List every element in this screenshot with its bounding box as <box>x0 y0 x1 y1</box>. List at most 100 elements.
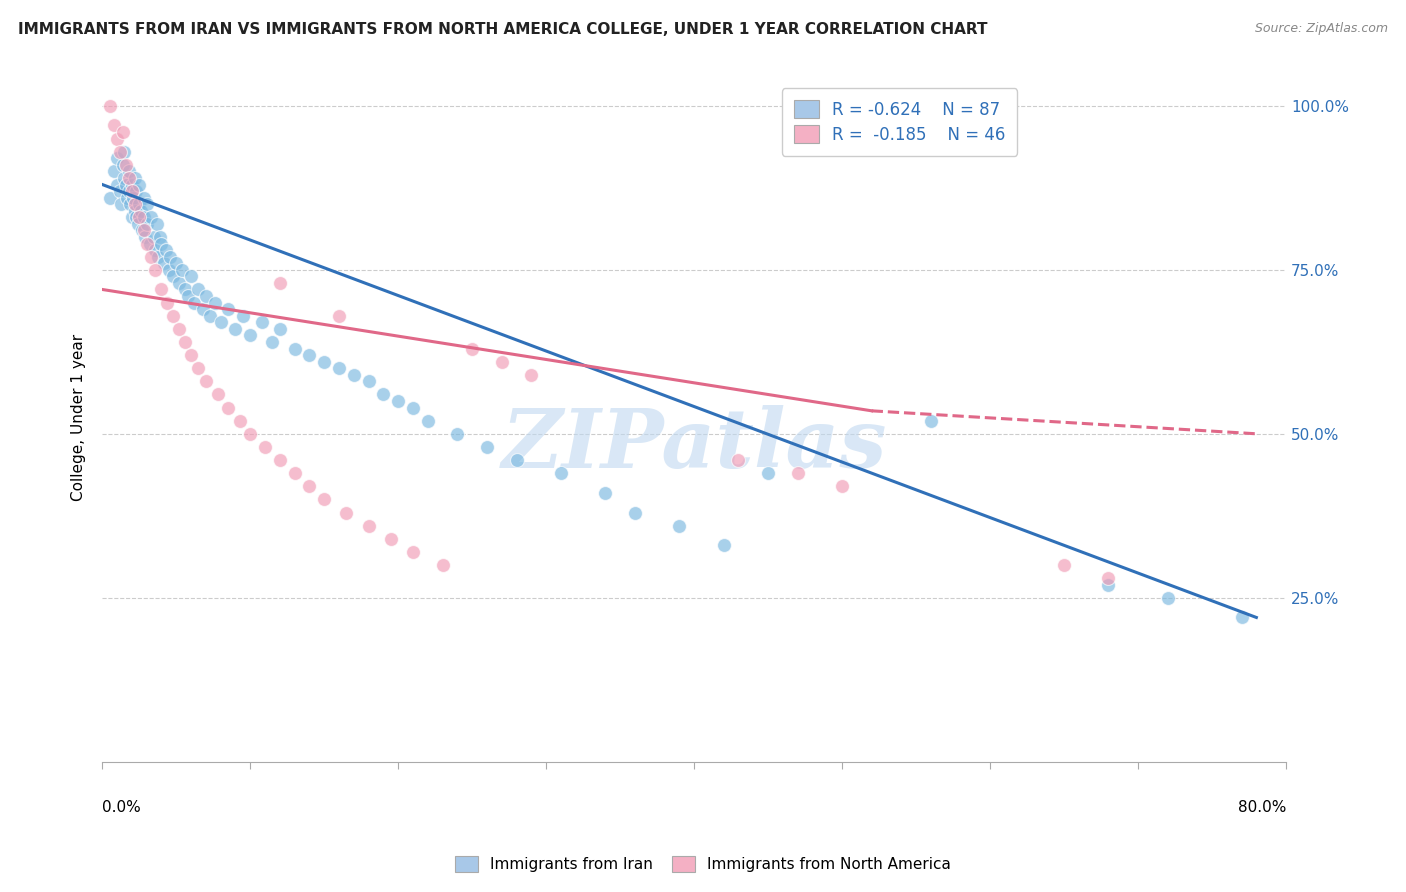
Point <box>1097 577 1119 591</box>
Point <box>128 211 150 225</box>
Point <box>432 558 454 572</box>
Point <box>183 295 205 310</box>
Point <box>138 236 160 251</box>
Point <box>1097 571 1119 585</box>
Point <box>98 99 121 113</box>
Point <box>191 302 214 317</box>
Point <box>121 178 143 192</box>
Point <box>132 223 155 237</box>
Point <box>180 269 202 284</box>
Point <box>343 368 366 382</box>
Point <box>595 485 617 500</box>
Point <box>756 466 779 480</box>
Point <box>357 374 380 388</box>
Point <box>120 197 142 211</box>
Point <box>124 197 146 211</box>
Point <box>269 276 291 290</box>
Point <box>520 368 543 382</box>
Point <box>118 164 141 178</box>
Point <box>150 283 173 297</box>
Point <box>727 453 749 467</box>
Point <box>387 394 409 409</box>
Point <box>125 211 148 225</box>
Point <box>108 184 131 198</box>
Point <box>129 203 152 218</box>
Point <box>124 203 146 218</box>
Point <box>314 492 336 507</box>
Point <box>150 236 173 251</box>
Point <box>217 302 239 317</box>
Point <box>135 217 157 231</box>
Point <box>155 243 177 257</box>
Point <box>713 538 735 552</box>
Point <box>1053 558 1076 572</box>
Point <box>314 354 336 368</box>
Point <box>132 211 155 225</box>
Point <box>402 401 425 415</box>
Point <box>475 440 498 454</box>
Point <box>105 178 128 192</box>
Point <box>187 361 209 376</box>
Point <box>204 295 226 310</box>
Point <box>162 309 184 323</box>
Point <box>103 164 125 178</box>
Point <box>145 262 167 277</box>
Point <box>269 322 291 336</box>
Point <box>118 184 141 198</box>
Point <box>284 342 307 356</box>
Point <box>253 440 276 454</box>
Point <box>624 506 647 520</box>
Point <box>128 197 150 211</box>
Point <box>505 453 527 467</box>
Point <box>373 387 395 401</box>
Point <box>159 250 181 264</box>
Point <box>105 151 128 165</box>
Point <box>232 309 254 323</box>
Point <box>145 243 167 257</box>
Point <box>135 236 157 251</box>
Point <box>831 479 853 493</box>
Text: 80.0%: 80.0% <box>1237 799 1286 814</box>
Point <box>167 276 190 290</box>
Point <box>194 374 217 388</box>
Y-axis label: College, Under 1 year: College, Under 1 year <box>72 334 86 501</box>
Point <box>143 230 166 244</box>
Point <box>148 250 170 264</box>
Legend: Immigrants from Iran, Immigrants from North America: Immigrants from Iran, Immigrants from No… <box>447 848 959 880</box>
Point <box>157 262 180 277</box>
Point <box>156 295 179 310</box>
Point <box>668 518 690 533</box>
Point <box>174 334 197 349</box>
Point <box>380 532 402 546</box>
Point <box>146 217 169 231</box>
Point <box>174 283 197 297</box>
Point <box>217 401 239 415</box>
Text: IMMIGRANTS FROM IRAN VS IMMIGRANTS FROM NORTH AMERICA COLLEGE, UNDER 1 YEAR CORR: IMMIGRANTS FROM IRAN VS IMMIGRANTS FROM … <box>18 22 988 37</box>
Point <box>180 348 202 362</box>
Point <box>335 506 357 520</box>
Point <box>229 414 252 428</box>
Point <box>250 315 273 329</box>
Point <box>239 328 262 343</box>
Point <box>172 262 194 277</box>
Point <box>177 289 200 303</box>
Point <box>112 170 135 185</box>
Point <box>103 119 125 133</box>
Point <box>134 230 156 244</box>
Point <box>110 197 132 211</box>
Point <box>262 334 284 349</box>
Point <box>98 191 121 205</box>
Point <box>1156 591 1178 605</box>
Point <box>121 211 143 225</box>
Point <box>284 466 307 480</box>
Point <box>165 256 187 270</box>
Point <box>550 466 572 480</box>
Text: Source: ZipAtlas.com: Source: ZipAtlas.com <box>1254 22 1388 36</box>
Legend: R = -0.624    N = 87, R =  -0.185    N = 46: R = -0.624 N = 87, R = -0.185 N = 46 <box>782 88 1017 155</box>
Point <box>108 145 131 159</box>
Point <box>167 322 190 336</box>
Point <box>115 158 138 172</box>
Point <box>131 223 153 237</box>
Point <box>209 315 232 329</box>
Point <box>105 131 128 145</box>
